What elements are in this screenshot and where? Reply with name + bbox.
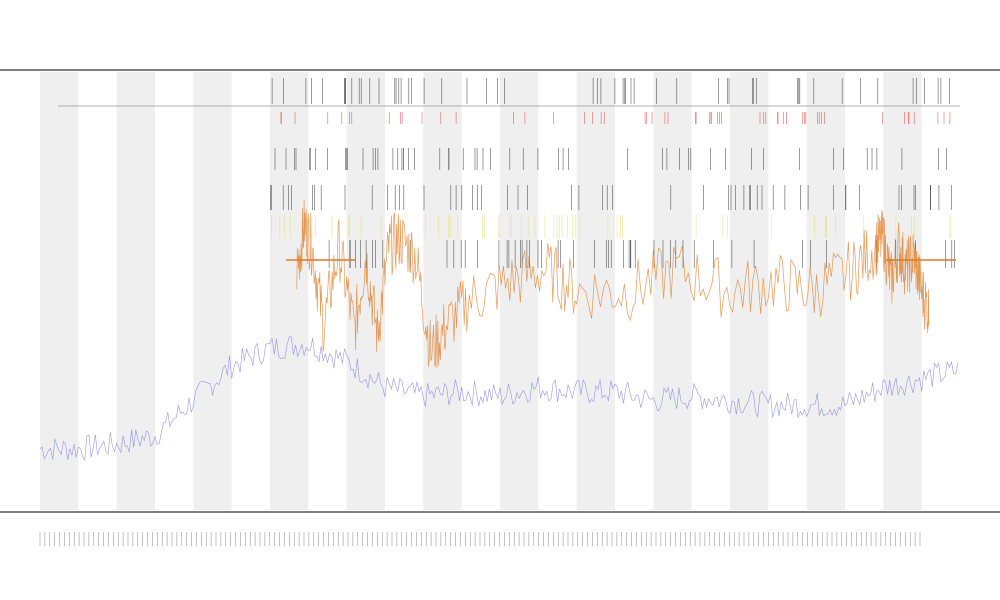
background-band [40,72,79,510]
background-band [653,72,692,510]
series-line-0 [39,336,959,461]
background-band [576,72,615,510]
background-bands [40,72,922,510]
series-line-1 [296,200,930,368]
background-band [423,72,462,510]
series-layer [39,200,959,461]
background-band [193,72,232,510]
background-band [116,72,155,510]
x-tick-labels [39,532,921,546]
event-marks-layer [58,78,960,268]
background-band [883,72,922,510]
background-band [346,72,385,510]
background-band [270,72,309,510]
